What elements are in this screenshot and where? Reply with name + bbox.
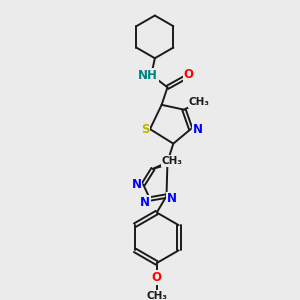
Text: CH₃: CH₃ bbox=[189, 97, 210, 107]
Text: CH₃: CH₃ bbox=[146, 291, 167, 300]
Text: S: S bbox=[141, 123, 149, 136]
Text: CH₃: CH₃ bbox=[162, 156, 183, 166]
Text: O: O bbox=[184, 68, 194, 81]
Text: N: N bbox=[131, 178, 141, 191]
Text: NH: NH bbox=[138, 69, 158, 82]
Text: N: N bbox=[193, 123, 202, 136]
Text: N: N bbox=[140, 196, 150, 209]
Text: N: N bbox=[167, 193, 177, 206]
Text: O: O bbox=[152, 271, 162, 284]
